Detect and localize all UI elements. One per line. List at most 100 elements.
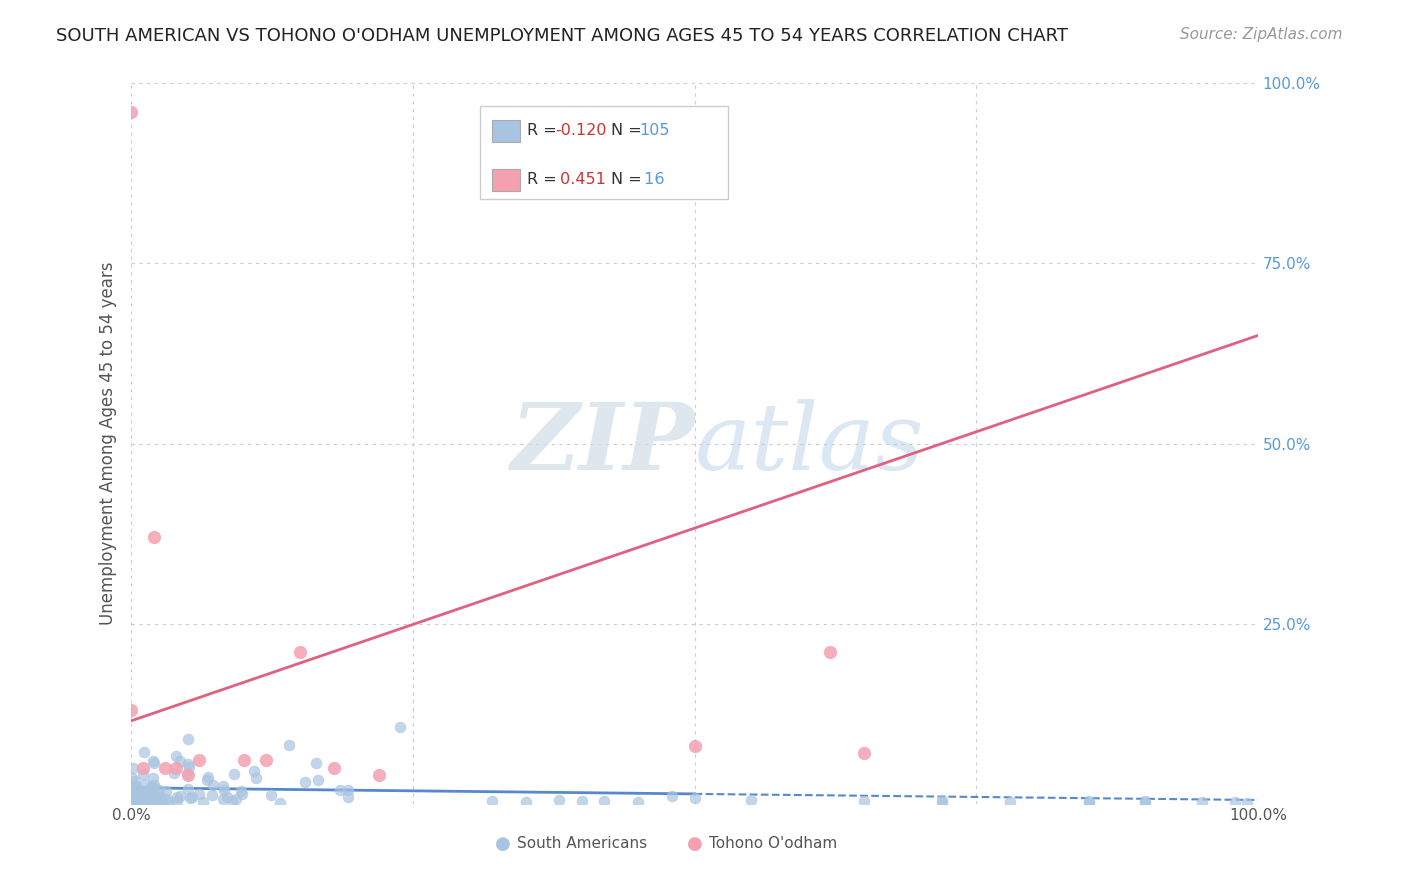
- Text: Tohono O'odham: Tohono O'odham: [709, 837, 837, 851]
- Point: [195, 773, 218, 788]
- Point: [156, 792, 179, 806]
- Point: [243, 764, 266, 779]
- Point: [128, 787, 150, 801]
- Point: [149, 789, 172, 804]
- Point: [179, 760, 201, 774]
- Point: [191, 795, 214, 809]
- Point: [145, 790, 167, 805]
- Point: [120, 703, 142, 717]
- Text: ●: ●: [495, 835, 510, 853]
- Point: [1077, 796, 1099, 810]
- Point: [125, 784, 148, 798]
- Point: [145, 793, 167, 807]
- Point: [290, 645, 312, 659]
- Point: [143, 780, 166, 795]
- Point: [323, 761, 346, 775]
- Point: [124, 793, 146, 807]
- Point: [120, 105, 142, 120]
- Point: [388, 720, 411, 734]
- Text: N =: N =: [612, 172, 647, 187]
- Point: [142, 778, 165, 792]
- Point: [481, 794, 503, 808]
- Point: [132, 767, 155, 781]
- Point: [256, 753, 278, 767]
- Point: [294, 774, 316, 789]
- Point: [134, 784, 156, 798]
- Point: [211, 779, 233, 793]
- Point: [225, 791, 247, 805]
- Point: [132, 795, 155, 809]
- Point: [131, 785, 153, 799]
- Point: [931, 796, 953, 810]
- Text: 0.451: 0.451: [555, 172, 606, 187]
- Point: [122, 790, 145, 805]
- Point: [307, 773, 329, 788]
- Point: [177, 757, 200, 772]
- Text: South Americans: South Americans: [517, 837, 647, 851]
- Text: ●: ●: [686, 835, 703, 853]
- Point: [142, 756, 165, 770]
- Point: [212, 791, 235, 805]
- Point: [131, 761, 153, 775]
- Point: [337, 783, 360, 797]
- Text: SOUTH AMERICAN VS TOHONO O'ODHAM UNEMPLOYMENT AMONG AGES 45 TO 54 YEARS CORRELAT: SOUTH AMERICAN VS TOHONO O'ODHAM UNEMPLO…: [56, 27, 1069, 45]
- Point: [155, 784, 177, 798]
- Point: [278, 738, 301, 752]
- Point: [1077, 794, 1099, 808]
- Point: [232, 753, 254, 767]
- Point: [231, 787, 253, 801]
- Point: [132, 745, 155, 759]
- Point: [212, 783, 235, 797]
- Text: 16: 16: [640, 172, 665, 187]
- Point: [165, 748, 187, 763]
- Point: [153, 761, 176, 775]
- Text: N =: N =: [612, 123, 647, 138]
- Point: [329, 782, 352, 797]
- Point: [179, 791, 201, 805]
- Point: [129, 787, 152, 801]
- Point: [187, 753, 209, 767]
- Point: [129, 791, 152, 805]
- Y-axis label: Unemployment Among Ages 45 to 54 years: Unemployment Among Ages 45 to 54 years: [100, 261, 117, 625]
- Point: [124, 796, 146, 810]
- Point: [1133, 794, 1156, 808]
- Point: [221, 794, 243, 808]
- Point: [571, 794, 593, 808]
- Point: [139, 780, 162, 794]
- Point: [166, 794, 188, 808]
- Point: [852, 794, 875, 808]
- Point: [176, 768, 198, 782]
- Point: [134, 776, 156, 790]
- Point: [304, 756, 326, 771]
- Text: atlas: atlas: [695, 399, 924, 489]
- Point: [148, 792, 170, 806]
- Text: -0.120: -0.120: [555, 123, 606, 138]
- Point: [131, 794, 153, 808]
- Point: [121, 771, 143, 785]
- Point: [1133, 796, 1156, 810]
- Point: [515, 795, 537, 809]
- Point: [141, 790, 163, 805]
- Point: [142, 771, 165, 785]
- Point: [165, 761, 187, 775]
- Point: [269, 797, 291, 811]
- Point: [593, 794, 616, 808]
- Point: [852, 746, 875, 760]
- Point: [222, 767, 245, 781]
- Point: [245, 771, 267, 785]
- Point: [128, 795, 150, 809]
- Point: [135, 796, 157, 810]
- Point: [683, 790, 706, 805]
- Point: [1236, 796, 1258, 810]
- Point: [169, 789, 191, 804]
- Point: [162, 766, 184, 780]
- Point: [122, 761, 145, 775]
- Point: [368, 768, 391, 782]
- Point: [998, 795, 1021, 809]
- Point: [201, 778, 224, 792]
- Point: [260, 789, 283, 803]
- Point: [166, 789, 188, 804]
- Point: [127, 789, 149, 804]
- Point: [148, 782, 170, 797]
- Point: [150, 796, 173, 810]
